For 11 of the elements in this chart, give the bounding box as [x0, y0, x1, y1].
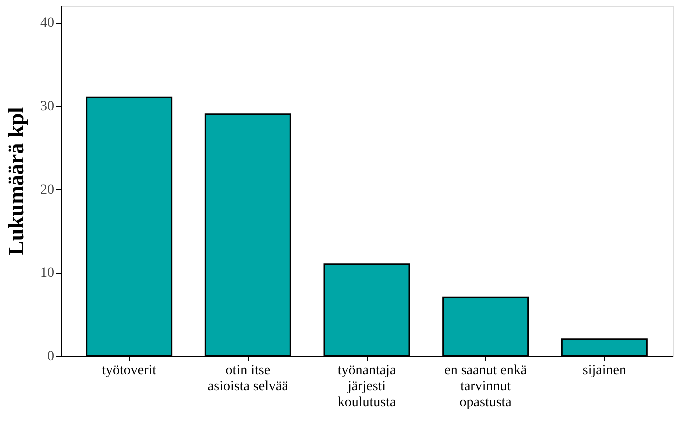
x-tick-label: työtoverit [102, 364, 157, 378]
y-tick-label: 0 [48, 350, 54, 364]
y-axis-title: Lukumäärä kpl [4, 107, 28, 256]
y-tick-label: 20 [40, 182, 54, 198]
x-tick-label: en saanut enkä tarvinnut opastusta [444, 364, 528, 410]
y-tick-label: 10 [40, 266, 54, 282]
x-tick-label: otin itse asioista selvää [208, 364, 290, 394]
y-tick-label: 30 [40, 100, 54, 114]
x-tick-label: sijainen [582, 364, 626, 378]
x-tick-label: työnantaja järjesti koulutusta [338, 364, 397, 410]
y-tick-label: 40 [40, 16, 54, 32]
